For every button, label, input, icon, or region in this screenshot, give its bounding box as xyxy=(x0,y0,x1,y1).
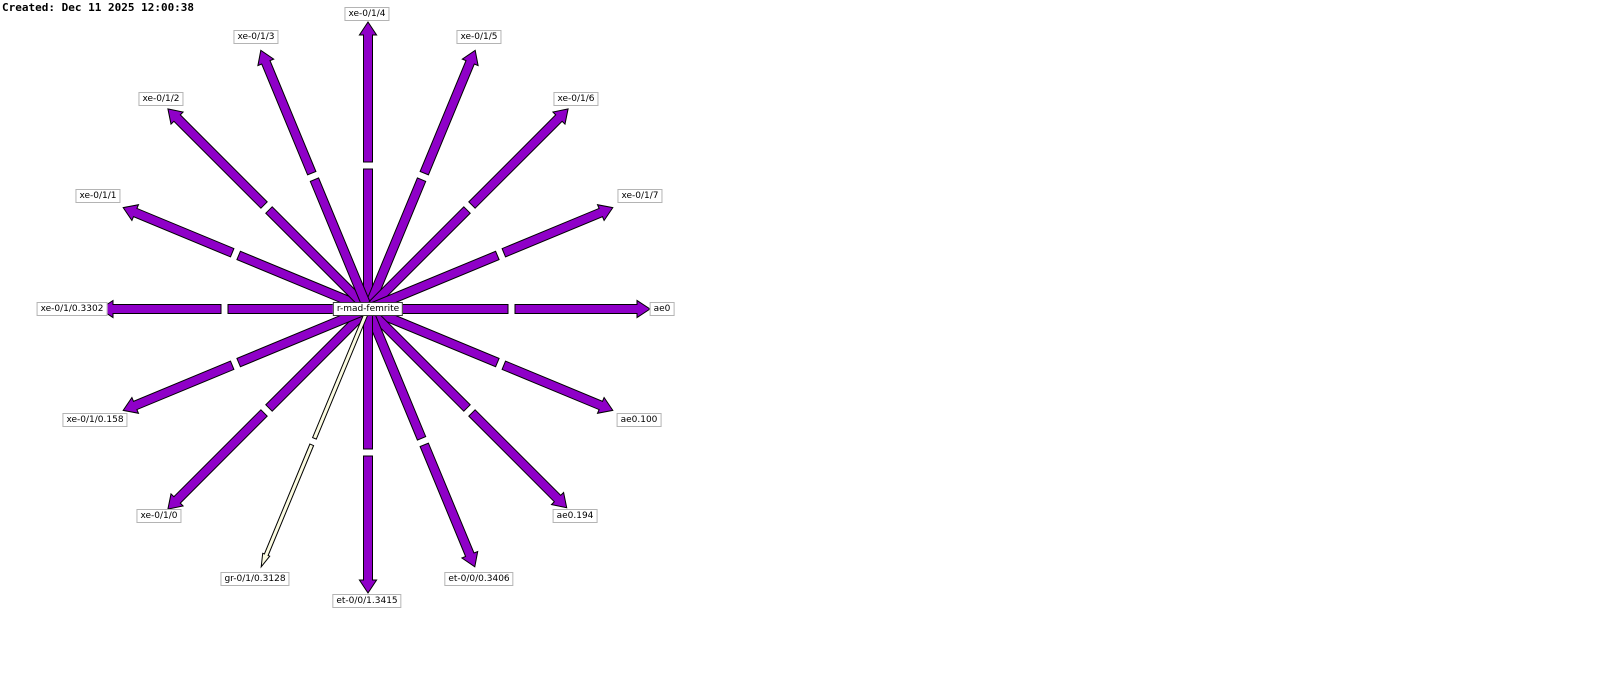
node-label-ae0.100[interactable]: ae0.100 xyxy=(616,413,662,427)
link-outer-xe-0/1/0 xyxy=(167,409,268,510)
node-label-et-0/0/1.3415[interactable]: et-0/0/1.3415 xyxy=(332,594,402,608)
link-outer-et-0/0/0.3406 xyxy=(419,442,479,568)
link-outer-ae0.194 xyxy=(468,409,568,509)
node-label-et-0/0/0.3406[interactable]: et-0/0/0.3406 xyxy=(444,572,514,586)
link-outer-gr-0/1/0.3128 xyxy=(260,443,315,569)
center-node-label[interactable]: r-mad-femrite xyxy=(332,302,404,316)
node-label-xe-0/1/0.158[interactable]: xe-0/1/0.158 xyxy=(62,413,128,427)
node-label-ae0.194[interactable]: ae0.194 xyxy=(552,509,598,523)
node-label-xe-0/1/3[interactable]: xe-0/1/3 xyxy=(233,30,279,44)
link-outer-xe-0/1/3 xyxy=(257,49,317,176)
link-outer-xe-0/1/1 xyxy=(122,204,235,258)
node-label-xe-0/1/5[interactable]: xe-0/1/5 xyxy=(456,30,502,44)
node-label-xe-0/1/4[interactable]: xe-0/1/4 xyxy=(344,7,390,21)
link-outer-ae0.100 xyxy=(501,360,614,414)
link-outer-et-0/0/1.3415 xyxy=(358,455,378,594)
link-outer-xe-0/1/5 xyxy=(419,49,479,176)
link-outer-xe-0/1/4 xyxy=(358,21,378,163)
node-label-xe-0/1/0.3302[interactable]: xe-0/1/0.3302 xyxy=(36,302,108,316)
link-outer-xe-0/1/0.158 xyxy=(122,360,235,414)
created-timestamp: Created: Dec 11 2025 12:00:38 xyxy=(2,1,195,14)
node-label-xe-0/1/6[interactable]: xe-0/1/6 xyxy=(553,92,599,106)
node-label-xe-0/1/1[interactable]: xe-0/1/1 xyxy=(75,189,121,203)
link-outer-ae0 xyxy=(514,299,651,319)
node-label-ae0[interactable]: ae0 xyxy=(649,302,675,316)
node-label-xe-0/1/0[interactable]: xe-0/1/0 xyxy=(136,509,182,523)
link-outer-xe-0/1/2 xyxy=(167,108,268,209)
link-outer-xe-0/1/7 xyxy=(501,204,614,258)
link-outer-xe-0/1/6 xyxy=(468,108,569,209)
node-label-xe-0/1/2[interactable]: xe-0/1/2 xyxy=(138,92,184,106)
node-label-xe-0/1/7[interactable]: xe-0/1/7 xyxy=(617,189,663,203)
node-label-gr-0/1/0.3128[interactable]: gr-0/1/0.3128 xyxy=(220,572,290,586)
